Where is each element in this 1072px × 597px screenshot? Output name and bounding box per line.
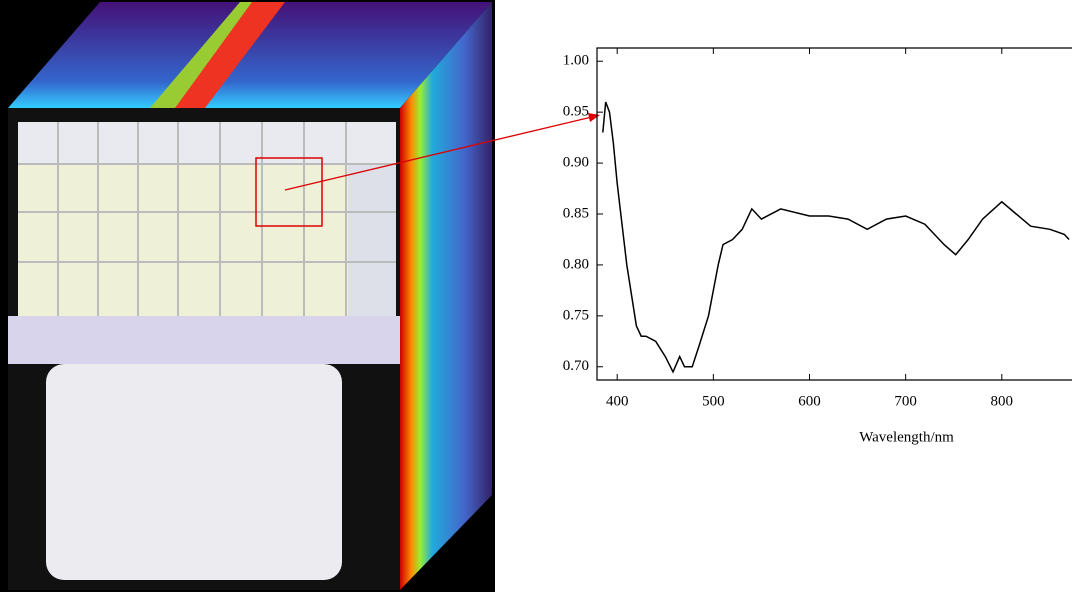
y-tick-label: 0.95 <box>563 104 589 120</box>
hyperspectral-cube <box>0 0 600 592</box>
y-tick-label: 0.80 <box>563 256 589 272</box>
axis-frame <box>596 47 1072 381</box>
x-tick-label: 700 <box>894 393 917 409</box>
x-tick-label: 400 <box>606 393 629 409</box>
x-tick-label: 800 <box>991 393 1014 409</box>
y-tick-label: 0.85 <box>563 205 589 221</box>
x-axis-label: Wavelength/nm <box>859 429 954 445</box>
y-tick-label: 0.70 <box>563 358 589 374</box>
plot-area: 0.70 0.75 0.80 0.85 0.90 0.95 1.00 400 500 600 700… <box>563 47 1072 445</box>
spectrum-line <box>602 101 1070 374</box>
y-tick-label: 0.75 <box>563 307 589 323</box>
x-tick-label: 500 <box>702 393 725 409</box>
y-tick-label: 0.90 <box>563 155 589 171</box>
x-tick-label: 600 <box>798 393 821 409</box>
y-tick-label: 1.00 <box>563 53 589 69</box>
